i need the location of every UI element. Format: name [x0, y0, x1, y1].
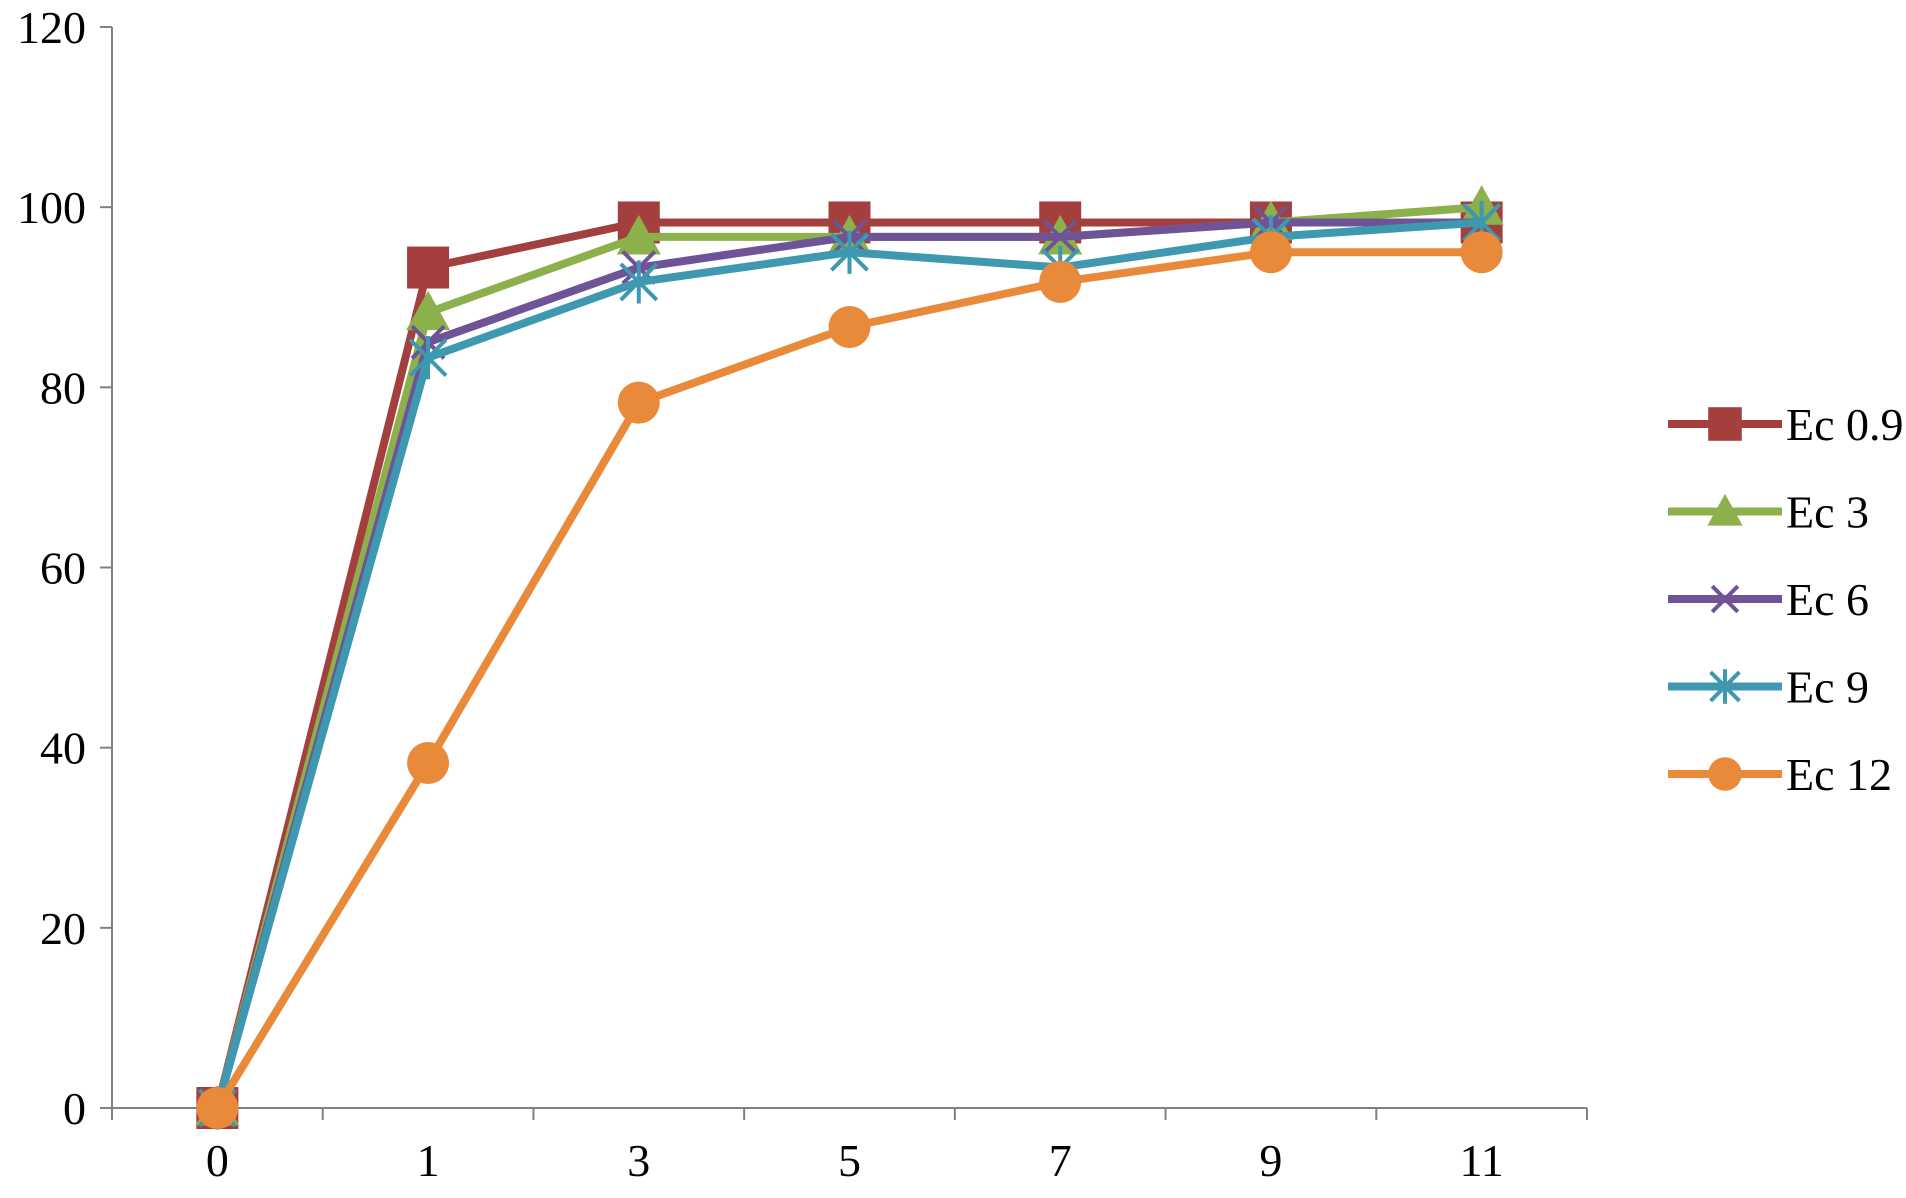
- x-tick-label: 7: [1049, 1135, 1072, 1186]
- data-point: [406, 290, 451, 331]
- legend-marker: [1708, 407, 1742, 441]
- data-point: [619, 260, 659, 304]
- data-point: [830, 230, 869, 274]
- legend-label: Ec 0.9: [1786, 399, 1904, 450]
- axes: 0 20 40 60 80 100 120 0 1 3 5 7 9 11: [17, 2, 1588, 1186]
- data-point: [1042, 219, 1078, 255]
- x-tick-label: 11: [1459, 1135, 1503, 1186]
- y-tick-label: 80: [40, 362, 86, 413]
- data-point: [407, 741, 450, 784]
- y-tick-label: 0: [63, 1083, 86, 1134]
- legend-label: Ec 12: [1786, 749, 1892, 800]
- legend-marker: [1709, 669, 1741, 704]
- legend-item: Ec 3: [1668, 487, 1869, 538]
- legend-item: Ec 6: [1668, 574, 1869, 625]
- data-point: [1039, 260, 1082, 303]
- legend-marker: [1707, 493, 1743, 526]
- y-tick-label: 20: [40, 903, 86, 954]
- y-tick-label: 40: [40, 723, 86, 774]
- data-point: [408, 336, 448, 380]
- data-point: [617, 381, 660, 424]
- legend-item: Ec 12: [1668, 749, 1892, 800]
- y-tick-label: 120: [17, 2, 86, 53]
- legend-item: Ec 0.9: [1668, 399, 1904, 450]
- data-point: [1460, 231, 1503, 274]
- legend: Ec 0.9 Ec 3 Ec 6 Ec 9 Ec 12: [1668, 399, 1904, 800]
- x-tick-label: 9: [1259, 1135, 1282, 1186]
- x-tick-label: 3: [627, 1135, 650, 1186]
- legend-label: Ec 6: [1786, 574, 1869, 625]
- legend-marker: [1710, 584, 1740, 614]
- legend-marker: [1708, 757, 1742, 791]
- x-tick-label: 0: [206, 1135, 229, 1186]
- data-point: [828, 305, 871, 348]
- data-point: [407, 246, 450, 289]
- x-tick-label: 5: [838, 1135, 861, 1186]
- y-tick-label: 60: [40, 543, 86, 594]
- series-layer: [195, 185, 1504, 1130]
- series-line: [213, 218, 1482, 1109]
- series-ec-12: [196, 231, 1503, 1129]
- data-point: [1249, 231, 1292, 274]
- y-tick-label: 100: [17, 182, 86, 233]
- x-tick-label: 1: [417, 1135, 440, 1186]
- data-point: [616, 214, 661, 255]
- legend-label: Ec 3: [1786, 487, 1869, 538]
- legend-label: Ec 9: [1786, 662, 1869, 713]
- legend-item: Ec 9: [1668, 662, 1869, 713]
- data-point: [196, 1087, 239, 1129]
